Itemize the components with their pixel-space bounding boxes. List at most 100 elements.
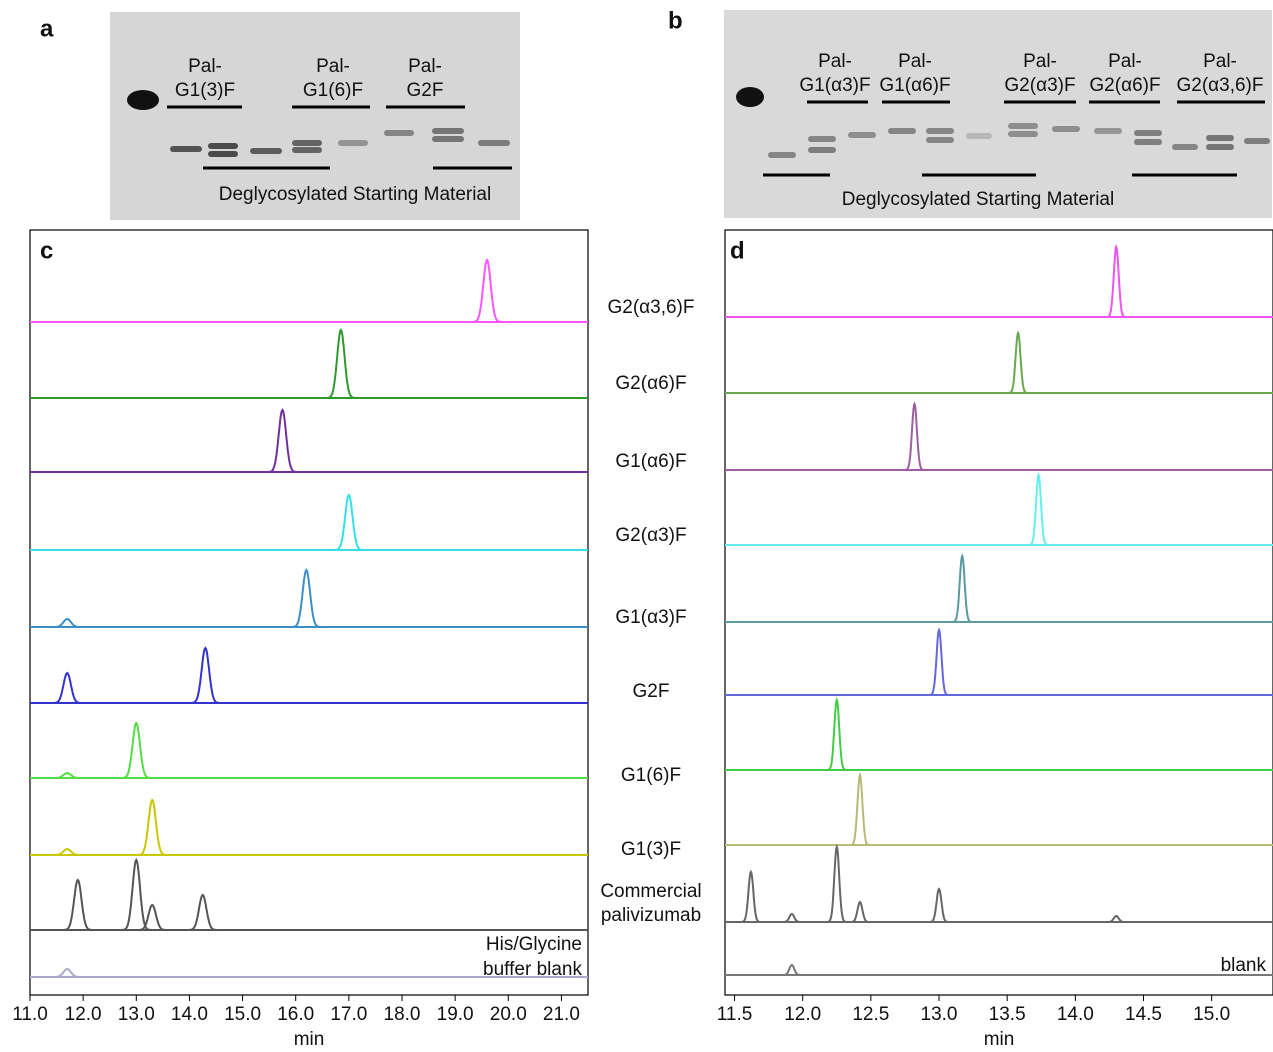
x-tick-label: 21.0 — [543, 1004, 580, 1025]
gel-band — [848, 132, 876, 138]
gel-band — [292, 140, 322, 146]
peak — [1106, 914, 1126, 923]
panel-letter: c — [40, 237, 53, 264]
x-tick-label: 15.0 — [224, 1004, 261, 1025]
x-tick-label: 14.0 — [171, 1004, 208, 1025]
peak — [782, 963, 802, 976]
gel-band — [1206, 144, 1234, 150]
peak — [137, 798, 168, 856]
gel-band — [170, 146, 202, 152]
gel-band — [808, 136, 836, 142]
lane-label: G2(α3,6)F — [1176, 75, 1263, 96]
lane-label: G2F — [407, 80, 444, 101]
x-tick-label: 12.0 — [65, 1004, 102, 1025]
trace-label: Commercial — [600, 881, 701, 902]
peak — [121, 721, 152, 779]
gel-band — [1134, 130, 1162, 136]
gel-band — [478, 140, 510, 146]
gel-band — [384, 130, 414, 136]
gel-image — [110, 12, 520, 220]
peak — [929, 627, 949, 696]
peak — [137, 903, 168, 931]
peak — [121, 857, 152, 931]
gel-caption: Deglycosylated Starting Material — [842, 189, 1114, 210]
x-axis-label: min — [294, 1029, 325, 1050]
trace-label: G1(6)F — [621, 765, 681, 786]
peak — [952, 553, 972, 623]
peak — [326, 327, 356, 399]
gel-band — [808, 147, 836, 153]
lane-label: G1(α3)F — [799, 75, 870, 96]
x-tick-label: 13.0 — [118, 1004, 155, 1025]
lane-label: Pal- — [818, 51, 852, 72]
x-tick-label: 12.0 — [784, 1004, 821, 1025]
peak — [62, 878, 93, 931]
peak — [187, 893, 218, 931]
gel-caption: Deglycosylated Starting Material — [219, 184, 491, 205]
lane-label: G1(6)F — [303, 80, 363, 101]
panel-letter: d — [730, 237, 745, 264]
x-tick-label: 13.0 — [921, 1004, 958, 1025]
x-tick-label: 15.0 — [1193, 1004, 1230, 1025]
peak — [472, 258, 502, 323]
gel-band — [208, 151, 238, 157]
lane-label: Pal- — [316, 56, 350, 77]
trace-label: G2(α3)F — [615, 525, 686, 546]
gel-band — [208, 143, 238, 149]
lane-label: G2(α6)F — [1089, 75, 1160, 96]
peak — [904, 401, 925, 471]
trace-label: palivizumab — [601, 905, 701, 926]
peak — [1106, 244, 1127, 318]
x-tick-label: 19.0 — [437, 1004, 474, 1025]
gel-band — [926, 137, 954, 143]
lane-label: G2(α3)F — [1004, 75, 1075, 96]
peak — [826, 697, 847, 771]
lane-label: Pal- — [898, 51, 932, 72]
gel-marker — [736, 87, 764, 107]
trace-label: G1(3)F — [621, 839, 681, 860]
peak — [334, 493, 364, 551]
gel-band — [292, 147, 322, 153]
peak — [52, 671, 83, 704]
x-tick-label: 17.0 — [330, 1004, 367, 1025]
lane-label: G1(α6)F — [879, 75, 950, 96]
trace-label: G1(α6)F — [615, 451, 686, 472]
plot-frame — [29, 229, 589, 996]
trace-label: G1(α3)F — [615, 607, 686, 628]
panel-letter: b — [668, 7, 683, 34]
peak — [1028, 472, 1049, 546]
gel-band — [768, 152, 796, 158]
gel-band — [1244, 138, 1270, 144]
plot-frame — [724, 229, 1273, 996]
gel-band — [1008, 123, 1038, 129]
x-tick-label: 20.0 — [490, 1004, 527, 1025]
peak — [782, 912, 802, 923]
peak — [267, 408, 298, 473]
peak — [826, 843, 847, 923]
gel-band — [250, 148, 282, 154]
gel-band — [1206, 135, 1234, 141]
annotation: buffer blank — [483, 959, 582, 980]
peak — [849, 771, 870, 846]
gel-band — [1052, 126, 1080, 132]
x-tick-label: 11.0 — [12, 1004, 48, 1025]
x-tick-label: 13.5 — [989, 1004, 1026, 1025]
panel-letter: a — [40, 15, 54, 42]
peak — [52, 617, 83, 628]
x-tick-label: 14.5 — [1125, 1004, 1162, 1025]
gel-band — [1094, 128, 1122, 134]
peak — [291, 568, 322, 628]
trace-label: G2(α6)F — [615, 373, 686, 394]
peak — [741, 869, 761, 923]
x-axis-label: min — [984, 1029, 1015, 1050]
peak — [52, 771, 83, 779]
peak — [929, 887, 949, 923]
x-tick-label: 18.0 — [384, 1004, 421, 1025]
peak — [52, 847, 83, 856]
x-tick-label: 12.5 — [852, 1004, 889, 1025]
trace-label: G2(α3,6)F — [607, 297, 694, 318]
lane-label: Pal- — [408, 56, 442, 77]
gel-band — [926, 128, 954, 134]
x-tick-label: 16.0 — [277, 1004, 314, 1025]
